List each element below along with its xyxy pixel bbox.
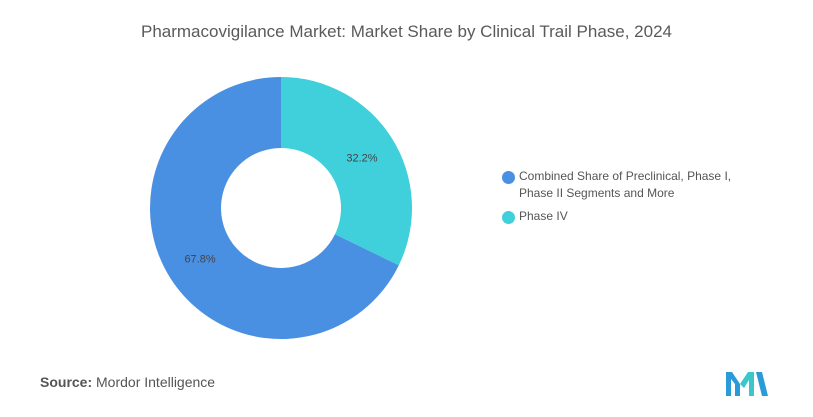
legend-item-phase-iv[interactable]: Phase IV <box>502 208 772 225</box>
source-value: Mordor Intelligence <box>96 374 216 390</box>
legend-label-combined-line2: Phase II Segments and More <box>519 186 675 200</box>
source-note: Source: Mordor Intelligence <box>40 374 215 390</box>
chart-title: Pharmacovigilance Market: Market Share b… <box>140 22 673 41</box>
legend-item-combined[interactable]: Combined Share of Preclinical, Phase I, … <box>502 168 772 202</box>
mordor-intelligence-logo-icon <box>726 372 768 396</box>
chart-legend: Combined Share of Preclinical, Phase I, … <box>502 168 772 231</box>
legend-label-combined-line1: Combined Share of Preclinical, Phase I, <box>519 169 732 183</box>
legend-swatch-combined <box>502 171 515 184</box>
slice-value-label-0: 32.2% <box>346 152 377 164</box>
donut-slice-1[interactable] <box>150 76 399 339</box>
source-label: Source: <box>40 374 93 390</box>
donut-slice-0[interactable] <box>281 77 412 266</box>
legend-swatch-phase-iv <box>502 211 515 224</box>
slice-value-label-1: 67.8% <box>184 254 215 266</box>
legend-label-phase-iv: Phase IV <box>519 209 568 223</box>
